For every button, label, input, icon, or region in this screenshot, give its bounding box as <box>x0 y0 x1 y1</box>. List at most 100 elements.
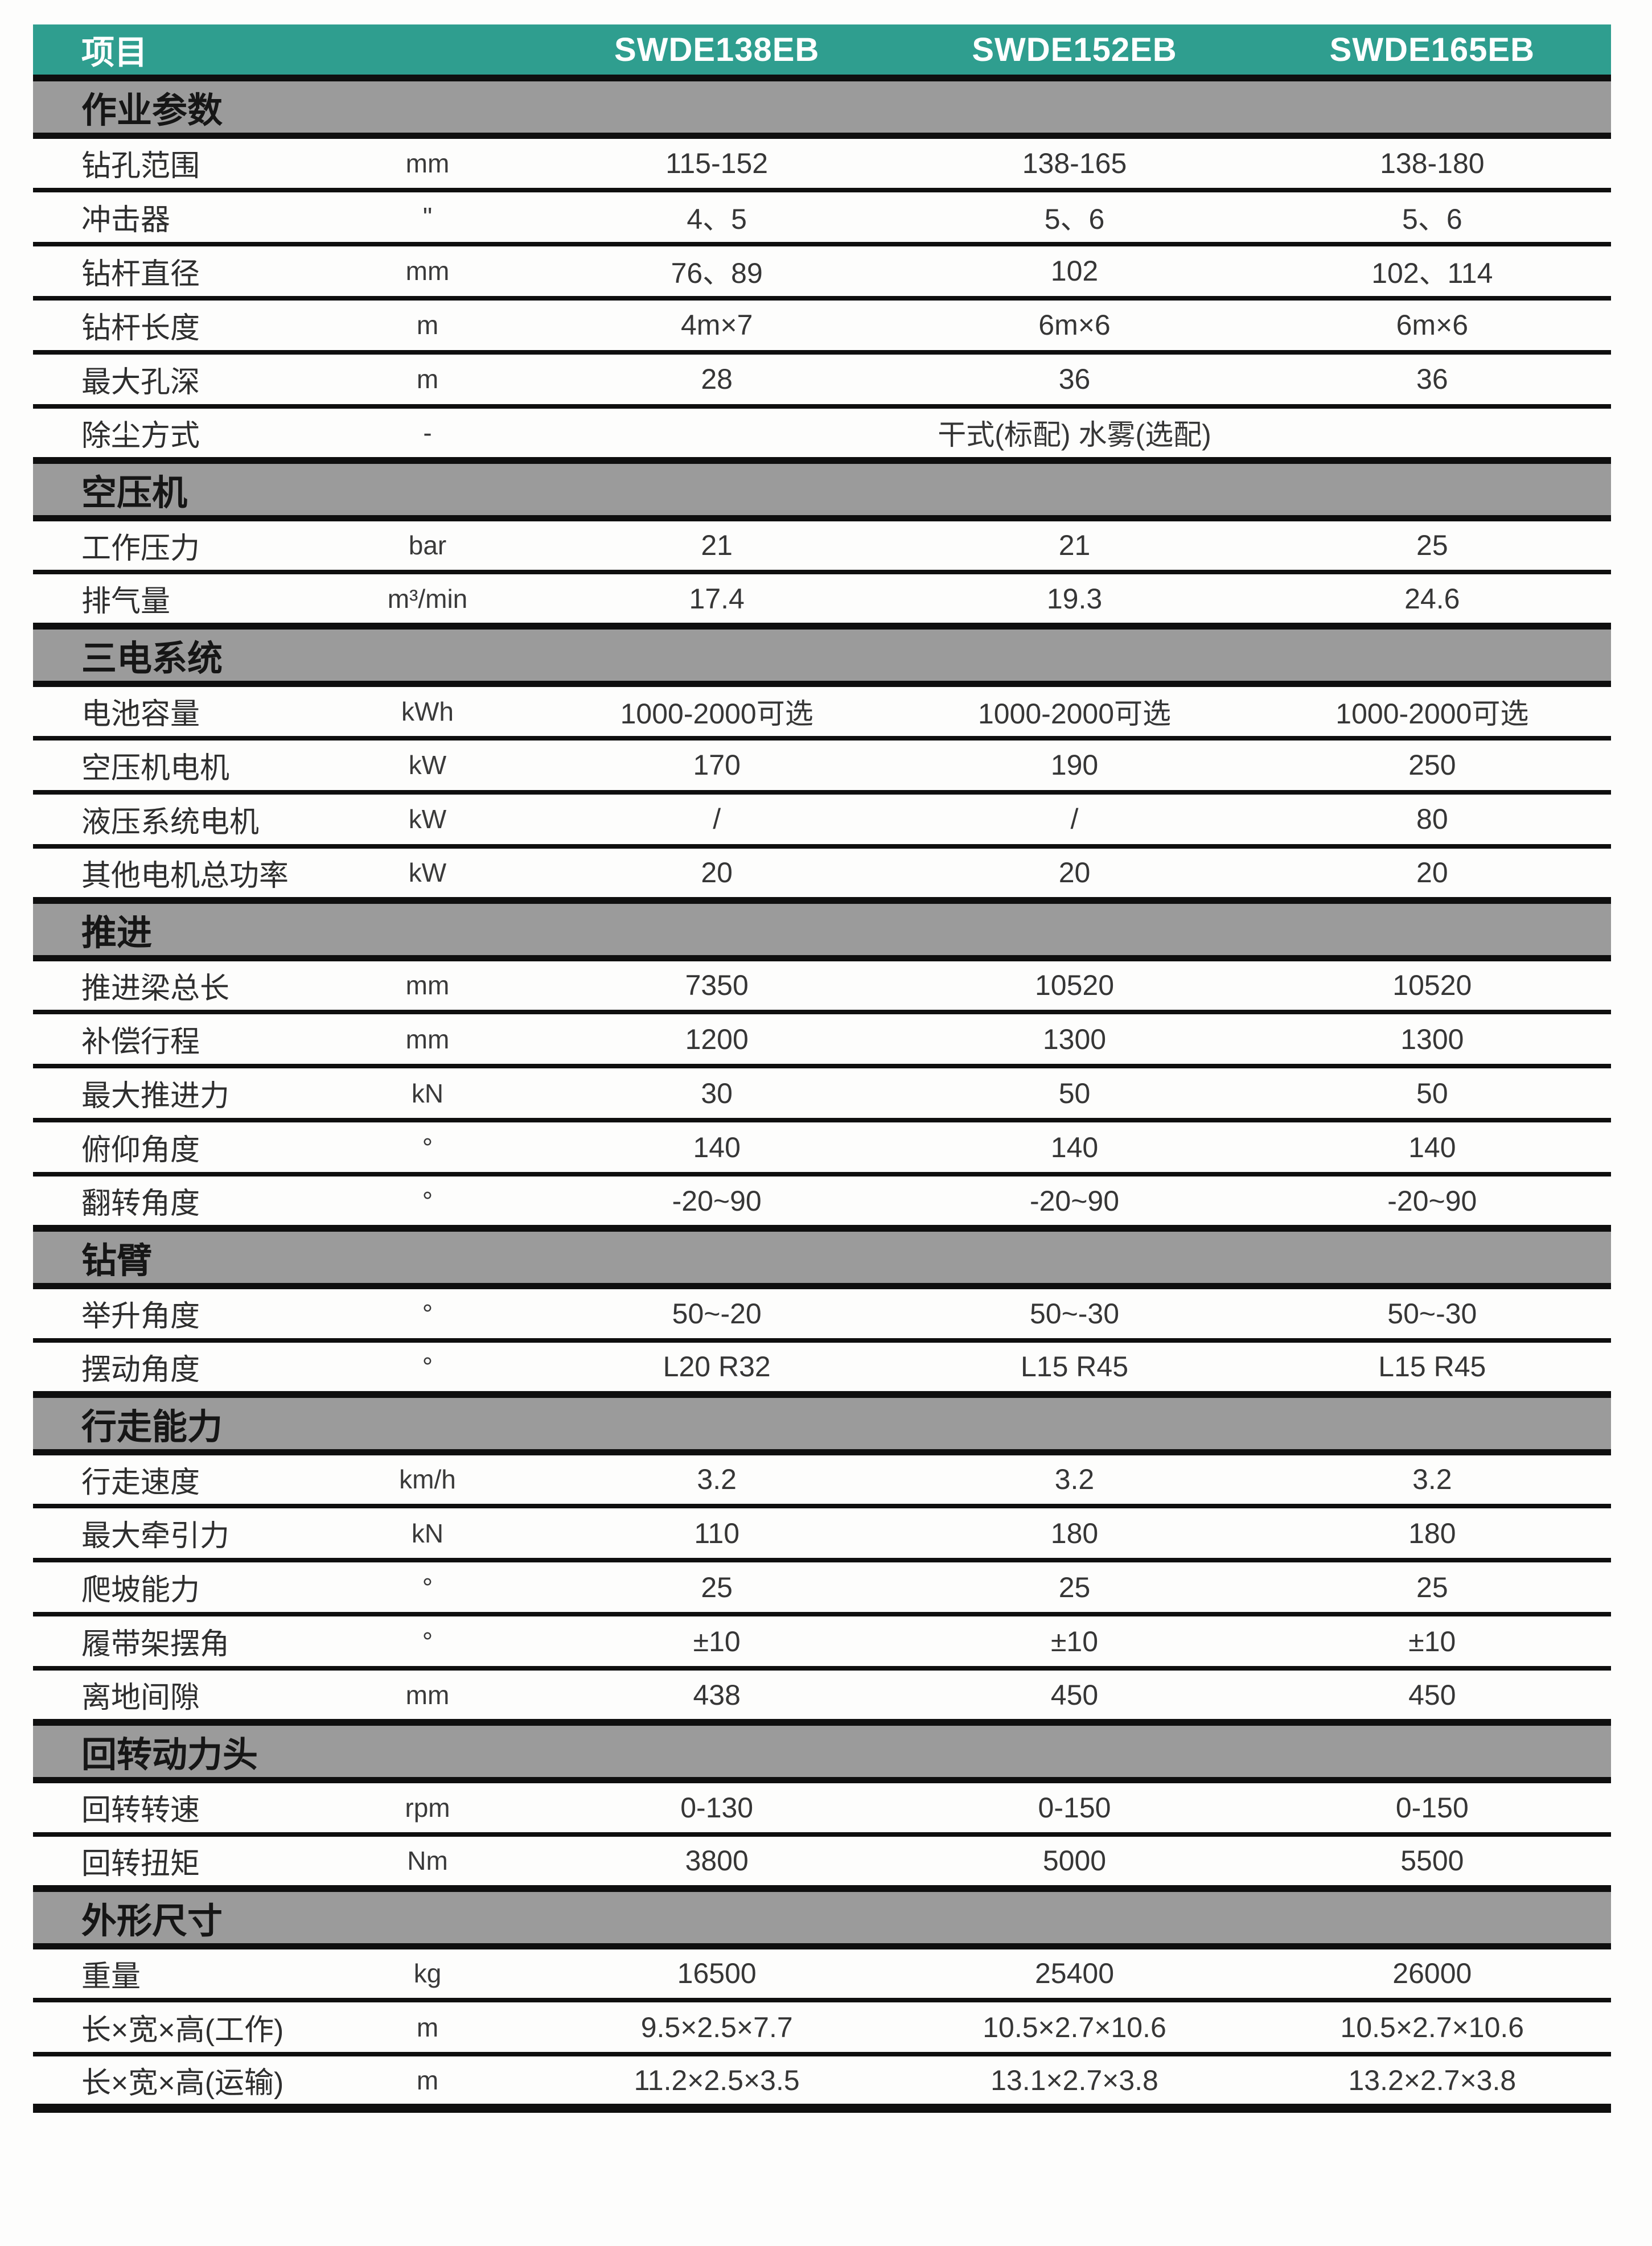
param-value-cell: 180 <box>1253 1506 1611 1562</box>
param-value-cell: 1000-2000可选 <box>1253 684 1611 741</box>
table-row: 除尘方式 - 干式(标配) 水雾(选配) <box>33 406 1611 463</box>
param-unit-cell: m <box>317 352 539 409</box>
table-row: 长×宽×高(运输) m 11.2×2.5×3.5 13.1×2.7×3.8 13… <box>33 2054 1611 2113</box>
param-value-cell: 16500 <box>538 1946 896 2002</box>
param-unit-cell: bar <box>317 518 539 574</box>
param-value-cell: 50~-30 <box>895 1286 1254 1343</box>
param-value-cell: 6m×6 <box>1253 298 1611 355</box>
section-header-row: 钻臂 <box>33 1225 1611 1289</box>
param-value-cell: 1300 <box>895 1012 1254 1068</box>
param-value-cell: 20 <box>1253 846 1611 903</box>
param-name-cell: 冲击器 <box>33 190 317 246</box>
param-value-cell: 10520 <box>1253 958 1611 1014</box>
param-value-cell: / <box>538 792 896 849</box>
table-row: 电池容量 kWh 1000-2000可选 1000-2000可选 1000-20… <box>33 684 1611 741</box>
spec-table-body: 作业参数 钻孔范围 mm 115-152 138-165 138-180 冲击器… <box>33 75 1611 2113</box>
param-value-cell: 4、5 <box>538 190 896 246</box>
table-row: 钻杆直径 mm 76、89 102 102、114 <box>33 244 1611 301</box>
param-name-cell: 推进梁总长 <box>33 958 317 1014</box>
param-value-cell: 450 <box>1253 1668 1611 1725</box>
param-value-cell: 10.5×2.7×10.6 <box>895 2000 1254 2056</box>
param-name-cell: 回转转速 <box>33 1780 317 1837</box>
param-value-cell: 140 <box>895 1120 1254 1177</box>
param-value-cell: L15 R45 <box>1253 1340 1611 1397</box>
param-value-cell: 干式(标配) 水雾(选配) <box>538 406 1611 463</box>
param-value-cell: ±10 <box>538 1614 896 1671</box>
table-row: 推进梁总长 mm 7350 10520 10520 <box>33 958 1611 1014</box>
param-name-cell: 回转扭矩 <box>33 1834 317 1891</box>
table-row: 回转扭矩 Nm 3800 5000 5500 <box>33 1834 1611 1891</box>
table-row: 钻杆长度 m 4m×7 6m×6 6m×6 <box>33 298 1611 355</box>
param-name-cell: 最大牵引力 <box>33 1506 317 1562</box>
param-name-cell: 电池容量 <box>33 684 317 741</box>
param-value-cell: 140 <box>538 1120 896 1177</box>
param-value-cell: 102 <box>895 244 1254 301</box>
param-unit-cell: kN <box>317 1506 539 1562</box>
param-value-cell: 115-152 <box>538 135 896 192</box>
section-title: 推进 <box>33 896 1611 961</box>
param-name-cell: 离地间隙 <box>33 1668 317 1725</box>
param-name-cell: 履带架摆角 <box>33 1614 317 1671</box>
table-row: 补偿行程 mm 1200 1300 1300 <box>33 1012 1611 1068</box>
param-value-cell: 0-150 <box>1253 1780 1611 1837</box>
table-row: 爬坡能力 ° 25 25 25 <box>33 1560 1611 1616</box>
param-value-cell: 3.2 <box>895 1452 1254 1508</box>
param-value-cell: 76、89 <box>538 244 896 301</box>
param-value-cell: ±10 <box>1253 1614 1611 1671</box>
param-value-cell: 4m×7 <box>538 298 896 355</box>
table-row: 履带架摆角 ° ±10 ±10 ±10 <box>33 1614 1611 1671</box>
param-value-cell: 25400 <box>895 1946 1254 2002</box>
param-value-cell: 21 <box>538 518 896 574</box>
param-value-cell: 6m×6 <box>895 298 1254 355</box>
param-value-cell: 1000-2000可选 <box>895 684 1254 741</box>
section-title: 行走能力 <box>33 1391 1611 1455</box>
param-unit-cell: mm <box>317 1012 539 1068</box>
param-value-cell: 20 <box>538 846 896 903</box>
param-value-cell: 25 <box>1253 1560 1611 1616</box>
header-model-3: SWDE165EB <box>1253 24 1611 78</box>
param-name-cell: 最大推进力 <box>33 1066 317 1122</box>
section-header-row: 三电系统 <box>33 623 1611 687</box>
param-name-cell: 钻杆直径 <box>33 244 317 301</box>
param-value-cell: 50~-20 <box>538 1286 896 1343</box>
param-unit-cell: m <box>317 2000 539 2056</box>
param-value-cell: 0-130 <box>538 1780 896 1837</box>
section-title: 空压机 <box>33 456 1611 521</box>
table-row: 工作压力 bar 21 21 25 <box>33 518 1611 574</box>
param-value-cell: ±10 <box>895 1614 1254 1671</box>
param-value-cell: 13.1×2.7×3.8 <box>895 2054 1254 2113</box>
param-value-cell: 25 <box>538 1560 896 1616</box>
param-unit-cell: - <box>317 406 539 463</box>
param-value-cell: 110 <box>538 1506 896 1562</box>
table-row: 回转转速 rpm 0-130 0-150 0-150 <box>33 1780 1611 1837</box>
table-row: 钻孔范围 mm 115-152 138-165 138-180 <box>33 135 1611 192</box>
param-value-cell: 138-180 <box>1253 135 1611 192</box>
param-name-cell: 摆动角度 <box>33 1340 317 1397</box>
param-unit-cell: kW <box>317 738 539 795</box>
param-unit-cell: km/h <box>317 1452 539 1508</box>
param-value-cell: 1200 <box>538 1012 896 1068</box>
section-header-row: 外形尺寸 <box>33 1885 1611 1949</box>
param-value-cell: 26000 <box>1253 1946 1611 2002</box>
param-unit-cell: kN <box>317 1066 539 1122</box>
param-value-cell: 25 <box>895 1560 1254 1616</box>
param-unit-cell: ° <box>317 1560 539 1616</box>
param-value-cell: 250 <box>1253 738 1611 795</box>
param-value-cell: 80 <box>1253 792 1611 849</box>
param-value-cell: 24.6 <box>1253 572 1611 628</box>
param-unit-cell: " <box>317 190 539 246</box>
param-value-cell: 7350 <box>538 958 896 1014</box>
param-value-cell: 438 <box>538 1668 896 1725</box>
param-unit-cell: m <box>317 2054 539 2113</box>
param-name-cell: 液压系统电机 <box>33 792 317 849</box>
param-unit-cell: kg <box>317 1946 539 2002</box>
param-unit-cell: ° <box>317 1340 539 1397</box>
param-value-cell: 19.3 <box>895 572 1254 628</box>
param-value-cell: 170 <box>538 738 896 795</box>
header-model-2: SWDE152EB <box>895 24 1254 78</box>
param-unit-cell: Nm <box>317 1834 539 1891</box>
param-unit-cell: rpm <box>317 1780 539 1837</box>
param-unit-cell: ° <box>317 1286 539 1343</box>
param-unit-cell: m³/min <box>317 572 539 628</box>
param-value-cell: 190 <box>895 738 1254 795</box>
